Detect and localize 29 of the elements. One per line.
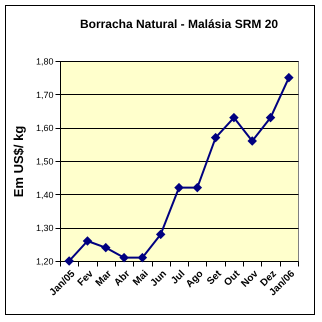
point [64, 256, 74, 266]
point [210, 132, 220, 142]
point [138, 252, 148, 262]
y-tick-label: 1,20 [36, 256, 54, 266]
x-tick-label: Nov [239, 268, 261, 290]
point [174, 182, 184, 192]
y-tick-label: 1,70 [36, 90, 54, 100]
x-tick-label: Abr [112, 268, 132, 288]
x-tick-label: Jun [148, 268, 169, 289]
point [266, 112, 276, 122]
point [229, 112, 239, 122]
y-tick-label: 1,50 [36, 156, 54, 166]
point [156, 230, 166, 240]
x-tick-label: Mai [131, 268, 151, 288]
point [82, 236, 92, 246]
chart-title: Borracha Natural - Malásia SRM 20 [80, 17, 278, 31]
y-axis-title: Em US$/ kg [10, 126, 26, 198]
x-tick-label: Fev [76, 268, 96, 288]
x-tick-label: Mar [94, 268, 114, 289]
y-tick-label: 1,80 [36, 56, 54, 66]
y-tick-label: 1,60 [36, 123, 54, 134]
point [119, 252, 129, 262]
point [284, 72, 294, 82]
point [101, 242, 111, 252]
y-tick-label: 1,30 [36, 223, 54, 234]
point [192, 182, 202, 192]
x-tick-label: Set [205, 268, 224, 288]
point [247, 136, 257, 146]
y-tick-label: 1,40 [36, 190, 54, 200]
